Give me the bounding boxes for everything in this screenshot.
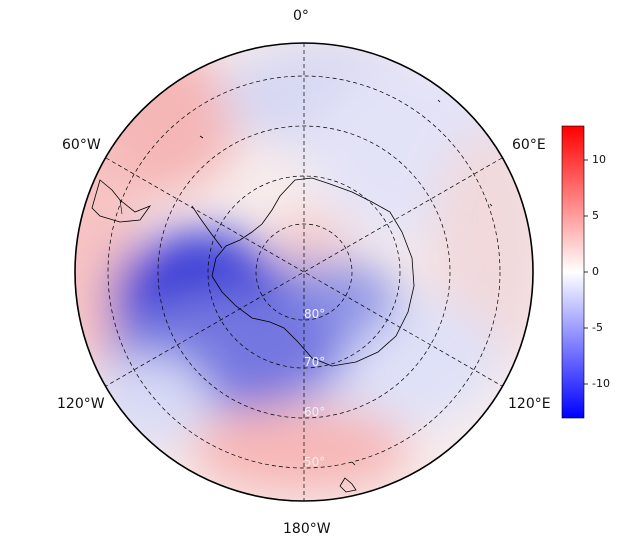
latitude-circle-80 xyxy=(255,223,353,321)
south-america-border xyxy=(119,199,123,215)
lon-label-180w: 180°W xyxy=(283,521,331,537)
new-zealand-coast xyxy=(339,477,357,493)
lon-label-120e: 120°E xyxy=(508,396,551,412)
meridian-60w-120e xyxy=(105,157,503,387)
island-2 xyxy=(437,99,441,103)
map-boundary xyxy=(74,42,534,502)
colorbar-tick-neg5: -5 xyxy=(592,321,603,334)
lon-label-60w: 60°W xyxy=(62,137,101,153)
colorbar-tick-5: 5 xyxy=(592,209,599,222)
antarctic-peninsula xyxy=(191,205,223,249)
colorbar xyxy=(561,125,585,419)
lon-label-120w: 120°W xyxy=(57,396,105,412)
graticule xyxy=(105,43,503,501)
latitude-circle-50 xyxy=(107,75,501,469)
latitude-circle-60 xyxy=(157,125,451,419)
colorbar-ticks xyxy=(584,159,588,385)
anomaly-field xyxy=(75,43,533,501)
colorbar-tick-0: 0 xyxy=(592,265,599,278)
colorbar-tick-10: 10 xyxy=(592,153,606,166)
lat-label-70: 70° xyxy=(304,355,326,369)
antarctica-coastline xyxy=(211,177,415,367)
island-1 xyxy=(351,461,356,466)
island-3 xyxy=(489,203,493,207)
south-america-coast xyxy=(91,179,152,223)
lat-label-80: 80° xyxy=(304,307,326,321)
meridian-60e-120w xyxy=(105,157,503,387)
lon-label-60e: 60°E xyxy=(512,137,546,153)
island-4 xyxy=(199,135,204,139)
lon-label-0: 0° xyxy=(293,8,309,24)
colorbar-tick-neg10: -10 xyxy=(592,377,610,390)
lat-label-60: 60° xyxy=(304,405,326,419)
lat-label-50: 50° xyxy=(304,455,326,469)
